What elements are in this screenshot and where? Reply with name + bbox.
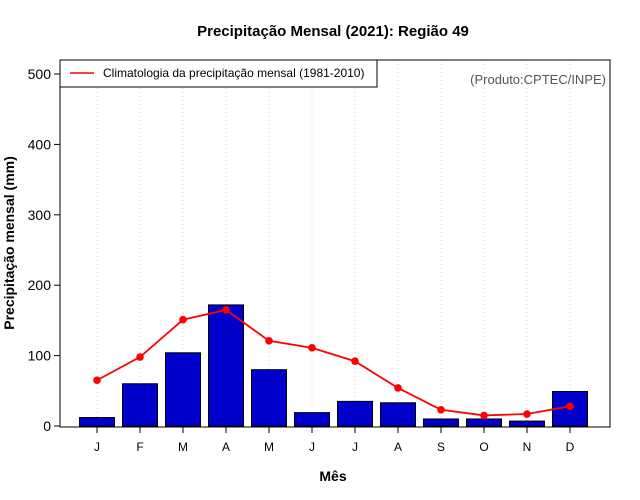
legend: Climatologia da precipitação mensal (198… [59, 59, 378, 88]
climatology-point-11 [523, 410, 531, 418]
climatology-point-6 [308, 344, 316, 352]
y-tick-label: 0 [43, 418, 51, 434]
bar-2 [122, 383, 158, 427]
axes-layer: 0 100 200 300 400 500 J F M A M J J A S O N D [28, 66, 575, 454]
climatology-point-9 [437, 406, 445, 414]
bar-8 [380, 402, 416, 427]
x-tick-label: N [523, 440, 532, 454]
bars-layer [79, 304, 588, 427]
climatology-point-3 [179, 315, 187, 324]
bar-3 [165, 352, 201, 427]
climatology-point-5 [265, 337, 273, 345]
chart-title: Precipitação Mensal (2021): Região 49 [197, 23, 469, 40]
climatology-point-1 [93, 376, 101, 385]
climatology-point-4 [222, 306, 230, 314]
y-axis-label: Precipitação mensal (mm) [1, 156, 17, 330]
climatology-point-12 [566, 402, 574, 411]
climatology-point-7 [351, 357, 359, 366]
y-tick-label: 500 [28, 66, 52, 82]
climatology-line [96, 308, 571, 417]
bar-4 [208, 304, 244, 427]
y-tick-label: 400 [28, 136, 52, 152]
bar-5 [251, 369, 287, 427]
legend-box [59, 59, 378, 88]
x-tick-label: F [136, 440, 143, 454]
y-tick-label: 100 [28, 348, 52, 364]
bar-9 [423, 418, 459, 427]
x-tick-label: J [309, 440, 315, 454]
bar-6 [294, 412, 330, 427]
bar-1 [79, 417, 115, 427]
x-axis-label: Mês [319, 468, 346, 484]
x-tick-label: D [566, 440, 575, 454]
bar-7 [337, 400, 373, 427]
x-tick-label: M [264, 440, 274, 454]
x-tick-label: A [394, 440, 402, 454]
x-tick-label: M [178, 440, 188, 454]
credit-annotation: (Produto:CPTEC/INPE) [470, 72, 606, 87]
climatology-point-10 [480, 411, 488, 420]
plot-frame [59, 59, 611, 428]
x-tick-label: S [437, 440, 445, 454]
legend-entry-climatology: Climatologia da precipitação mensal (198… [103, 66, 364, 80]
x-tick-label: A [222, 440, 230, 454]
x-tick-label: J [94, 440, 100, 454]
climatology-point-8 [394, 384, 402, 392]
climatology-point-2 [136, 353, 144, 361]
x-tick-label: J [352, 440, 358, 454]
x-tick-label: O [479, 440, 488, 454]
bar-11 [509, 420, 545, 427]
y-tick-label: 300 [28, 207, 52, 223]
y-tick-label: 200 [28, 277, 52, 293]
bar-10 [466, 418, 502, 427]
climatology-line-layer [93, 306, 574, 420]
